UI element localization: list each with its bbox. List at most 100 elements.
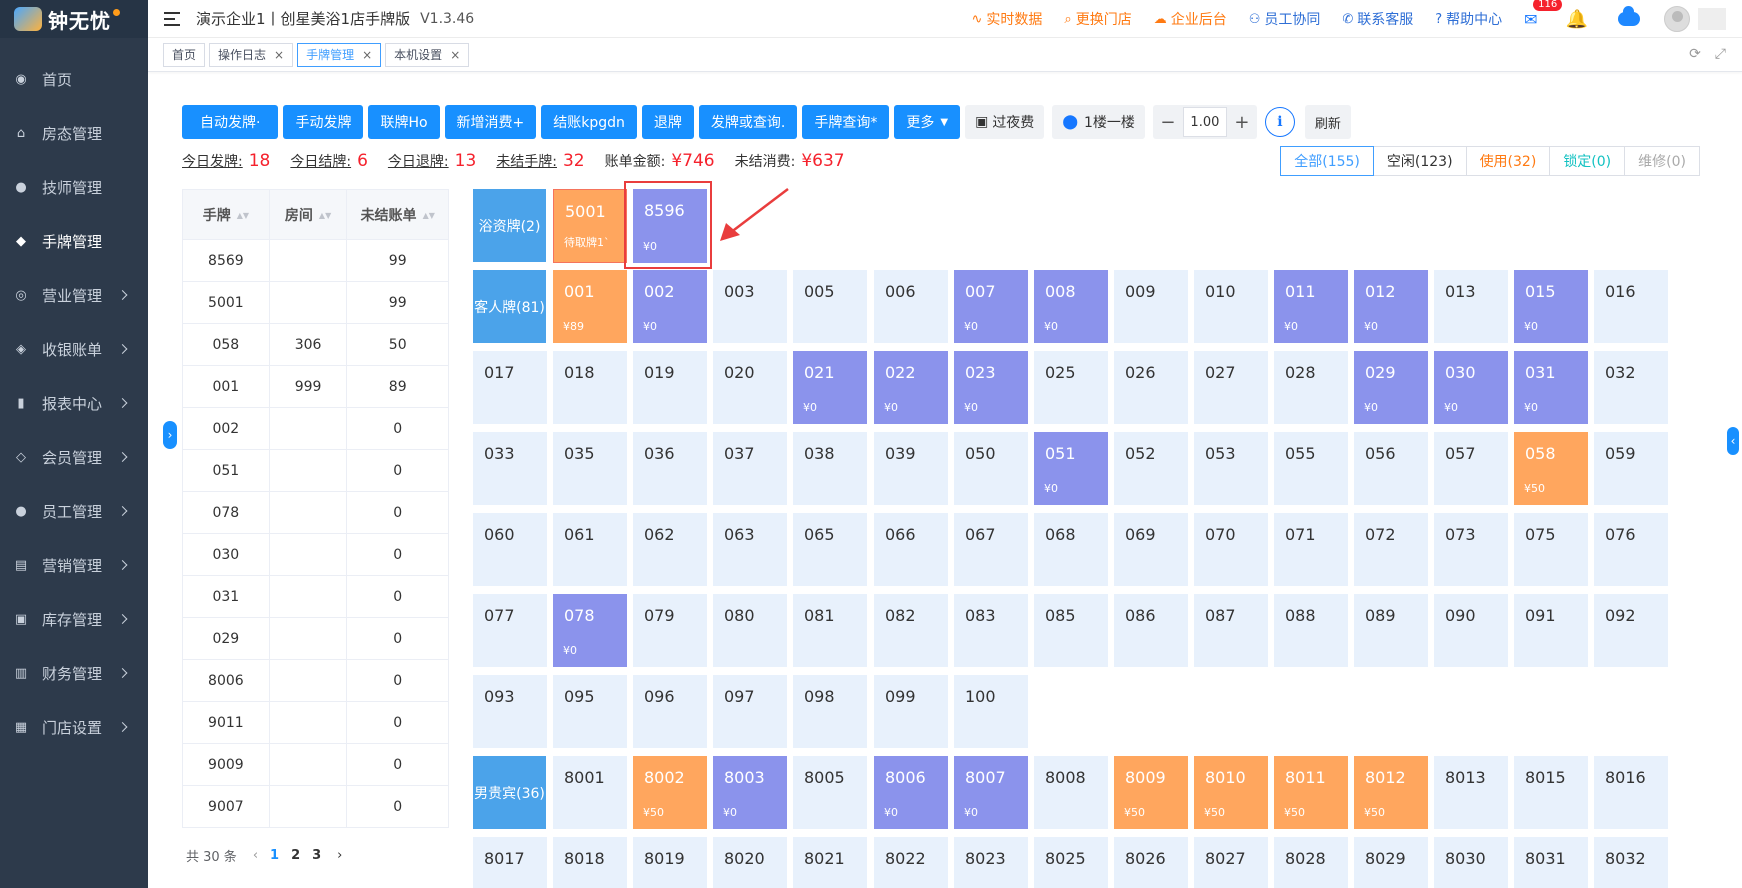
page-number[interactable]: 3: [312, 848, 322, 863]
tag-cell[interactable]: 032: [1594, 351, 1668, 424]
header-link-2[interactable]: ☁ 企业后台: [1154, 9, 1227, 29]
toolbar-button-7[interactable]: 手牌查询*: [802, 105, 890, 139]
tag-cell[interactable]: 088: [1274, 594, 1348, 667]
tag-cell[interactable]: 016: [1594, 270, 1668, 343]
tag-cell[interactable]: 082: [874, 594, 948, 667]
tag-cell[interactable]: 090: [1434, 594, 1508, 667]
avatar[interactable]: [1664, 6, 1690, 32]
tag-cell[interactable]: 8010 ¥50: [1194, 756, 1268, 829]
refresh-button[interactable]: 刷新: [1304, 105, 1351, 139]
sidebar-item-9[interactable]: ▤ 营销管理: [0, 538, 148, 592]
stat-2[interactable]: 今日退牌: 13: [388, 151, 476, 171]
tag-cell[interactable]: 057: [1434, 432, 1508, 505]
tag-cell[interactable]: 8596 ¥0: [633, 189, 707, 263]
tag-cell[interactable]: 083: [954, 594, 1028, 667]
tab-3[interactable]: 本机设置 ×: [385, 42, 470, 67]
column-header[interactable]: 手牌 ▲▼: [182, 189, 270, 240]
tag-cell[interactable]: 8013: [1434, 756, 1508, 829]
tag-cell[interactable]: 096: [633, 675, 707, 748]
tag-cell[interactable]: 026: [1114, 351, 1188, 424]
tag-cell[interactable]: 019: [633, 351, 707, 424]
table-row[interactable]: 8569 99: [182, 239, 449, 282]
table-row[interactable]: 9007 0: [182, 785, 449, 828]
tag-cell[interactable]: 039: [874, 432, 948, 505]
filter-0[interactable]: 全部(155): [1280, 146, 1374, 176]
tag-cell[interactable]: 100: [954, 675, 1028, 748]
tag-cell[interactable]: 072: [1354, 513, 1428, 586]
stat-3[interactable]: 未结手牌: 32: [496, 151, 584, 171]
tag-cell[interactable]: 006: [874, 270, 948, 343]
tag-cell[interactable]: 099: [874, 675, 948, 748]
close-icon[interactable]: ×: [362, 47, 373, 62]
tag-cell[interactable]: 098: [793, 675, 867, 748]
group-label[interactable]: 浴资牌(2): [473, 189, 546, 262]
tag-cell[interactable]: 5001 待取牌1`: [553, 189, 627, 263]
tag-cell[interactable]: 8020: [713, 837, 787, 888]
column-header[interactable]: 未结账单 ▲▼: [346, 189, 449, 240]
tag-cell[interactable]: 020: [713, 351, 787, 424]
tag-cell[interactable]: 003: [713, 270, 787, 343]
header-link-0[interactable]: ∿ 实时数据: [972, 9, 1043, 29]
tag-cell[interactable]: 029 ¥0: [1354, 351, 1428, 424]
toolbar-button-0[interactable]: 自动发牌·: [182, 105, 279, 139]
tag-cell[interactable]: 8018: [553, 837, 627, 888]
mail-icon[interactable]: ✉ 116: [1524, 0, 1563, 29]
tab-2[interactable]: 手牌管理 ×: [297, 42, 382, 67]
table-row[interactable]: 9009 0: [182, 743, 449, 786]
tag-cell[interactable]: 8023: [954, 837, 1028, 888]
tag-cell[interactable]: 8026: [1114, 837, 1188, 888]
table-row[interactable]: 058 306 50: [182, 323, 449, 366]
refresh-tabs-icon[interactable]: ⟳: [1689, 46, 1701, 62]
tag-cell[interactable]: 093: [473, 675, 547, 748]
minus-button[interactable]: −: [1160, 111, 1176, 133]
sidebar-item-11[interactable]: ▥ 财务管理: [0, 646, 148, 700]
tag-cell[interactable]: 017: [473, 351, 547, 424]
tag-cell[interactable]: 8030: [1434, 837, 1508, 888]
plus-button[interactable]: +: [1234, 111, 1250, 133]
tag-cell[interactable]: 031 ¥0: [1514, 351, 1588, 424]
user-name-placeholder[interactable]: [1698, 8, 1726, 30]
tag-cell[interactable]: 009: [1114, 270, 1188, 343]
bell-icon[interactable]: 🔔: [1565, 8, 1588, 30]
tag-cell[interactable]: 065: [793, 513, 867, 586]
floor-select[interactable]: ⬤ 1楼一楼: [1052, 105, 1145, 139]
tag-cell[interactable]: 8012 ¥50: [1354, 756, 1428, 829]
page-number[interactable]: 2: [291, 848, 301, 863]
sidebar-item-5[interactable]: ◈ 收银账单: [0, 322, 148, 376]
info-icon[interactable]: i: [1264, 107, 1295, 137]
tag-cell[interactable]: 085: [1034, 594, 1108, 667]
toolbar-button-8[interactable]: 更多 ▼: [894, 105, 961, 139]
collapse-right-button[interactable]: ‹: [1727, 427, 1739, 455]
tag-cell[interactable]: 8019: [633, 837, 707, 888]
tag-cell[interactable]: 080: [713, 594, 787, 667]
tag-cell[interactable]: 050: [954, 432, 1028, 505]
tab-1[interactable]: 操作日志 ×: [209, 42, 294, 67]
tag-cell[interactable]: 022 ¥0: [874, 351, 948, 424]
tag-cell[interactable]: 021 ¥0: [793, 351, 867, 424]
table-row[interactable]: 002 0: [182, 407, 449, 450]
tag-cell[interactable]: 033: [473, 432, 547, 505]
toolbar-button-2[interactable]: 联牌Ho: [368, 105, 440, 139]
tag-cell[interactable]: 8001: [553, 756, 627, 829]
tag-cell[interactable]: 013: [1434, 270, 1508, 343]
sidebar-item-4[interactable]: ◎ 营业管理: [0, 268, 148, 322]
tag-cell[interactable]: 037: [713, 432, 787, 505]
tag-cell[interactable]: 8027: [1194, 837, 1268, 888]
close-icon[interactable]: ×: [274, 47, 285, 62]
tag-cell[interactable]: 007 ¥0: [954, 270, 1028, 343]
tag-cell[interactable]: 8028: [1274, 837, 1348, 888]
tag-cell[interactable]: 015 ¥0: [1514, 270, 1588, 343]
filter-2[interactable]: 使用(32): [1465, 146, 1551, 176]
tag-cell[interactable]: 068: [1034, 513, 1108, 586]
sidebar-item-6[interactable]: ▮ 报表中心: [0, 376, 148, 430]
tag-cell[interactable]: 8003 ¥0: [713, 756, 787, 829]
tag-cell[interactable]: 078 ¥0: [553, 594, 627, 667]
toolbar-button-1[interactable]: 手动发牌: [283, 105, 364, 139]
stat-0[interactable]: 今日发牌: 18: [182, 151, 270, 171]
toolbar-button-3[interactable]: 新增消费+: [444, 105, 537, 139]
sidebar-item-12[interactable]: ▦ 门店设置: [0, 700, 148, 754]
tab-0[interactable]: 首页: [163, 42, 206, 67]
tag-cell[interactable]: 077: [473, 594, 547, 667]
sidebar-item-7[interactable]: ◇ 会员管理: [0, 430, 148, 484]
group-label[interactable]: 男贵宾(36): [473, 756, 546, 829]
